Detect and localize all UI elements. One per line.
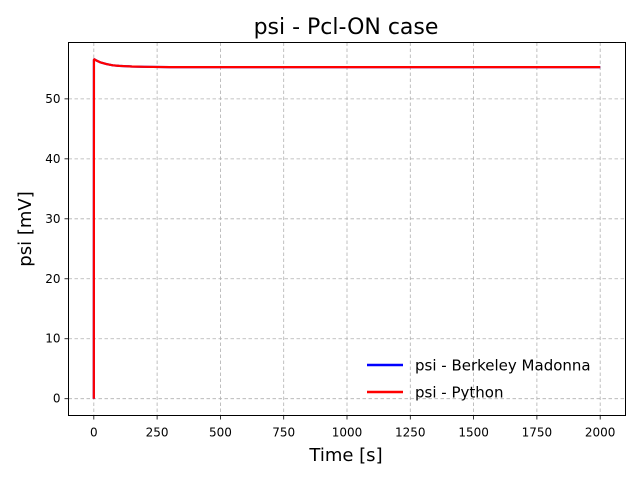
- y-tick-label: 50: [45, 92, 60, 106]
- series-lines: [92, 58, 601, 399]
- axis-ticks: 0 250 500 750 1000 1250 1500 1750 2000 0 10 20 30 40 5…: [45, 92, 615, 440]
- x-axis-label: Time [s]: [308, 445, 382, 466]
- x-tick-label: 0: [90, 426, 98, 440]
- y-tick-label: 30: [45, 212, 60, 226]
- y-axis-label: psi [mV]: [15, 191, 36, 266]
- chart-title: psi - Pcl-ON case: [254, 15, 439, 40]
- x-tick-label: 2000: [585, 426, 616, 440]
- y-tick-label: 10: [45, 332, 60, 346]
- legend-label: psi - Python: [415, 384, 503, 402]
- x-tick-label: 1500: [458, 426, 489, 440]
- legend-label: psi - Berkeley Madonna: [415, 357, 591, 375]
- x-tick-label: 500: [209, 426, 232, 440]
- x-tick-label: 750: [272, 426, 295, 440]
- grid: [68, 42, 626, 416]
- x-tick-label: 1250: [395, 426, 426, 440]
- legend: psi - Berkeley Madonna psi - Python: [367, 357, 591, 402]
- x-tick-label: 1000: [332, 426, 363, 440]
- y-tick-label: 40: [45, 152, 60, 166]
- x-tick-label: 1750: [522, 426, 553, 440]
- y-tick-label: 20: [45, 272, 60, 286]
- series-line-2: [92, 58, 601, 399]
- y-tick-label: 0: [53, 392, 61, 406]
- x-tick-label: 250: [146, 426, 169, 440]
